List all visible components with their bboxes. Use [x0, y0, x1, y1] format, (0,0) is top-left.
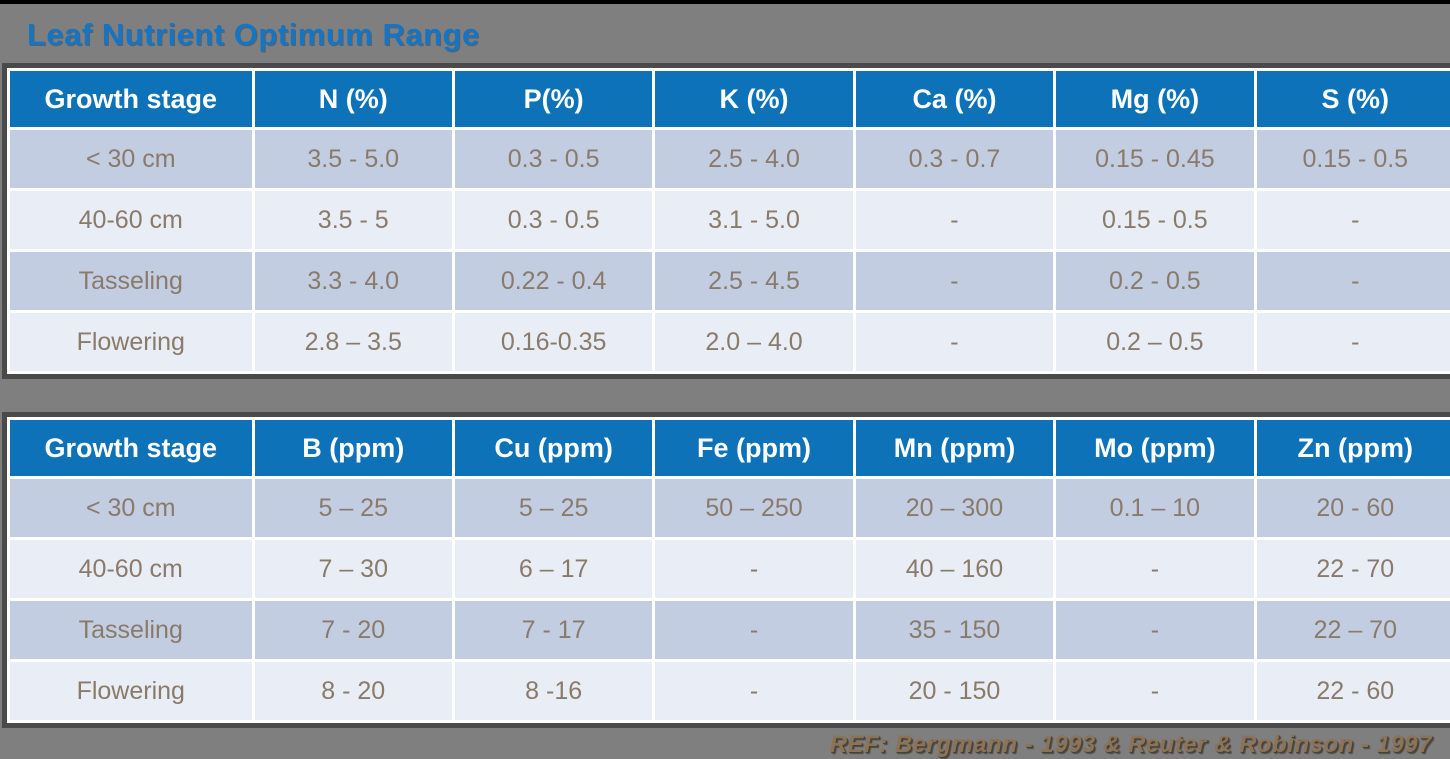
stage-cell: 40-60 cm: [7, 537, 255, 601]
value-cell: -: [652, 659, 856, 723]
value-cell: -: [852, 310, 1057, 374]
value-cell: 3.5 - 5.0: [251, 127, 455, 191]
value-cell: 2.0 – 4.0: [652, 310, 856, 374]
value-cell: 7 – 30: [251, 537, 455, 601]
stage-cell: < 30 cm: [7, 476, 255, 540]
value-cell: 2.5 - 4.5: [652, 249, 856, 313]
value-cell: 50 – 250: [652, 476, 856, 540]
table-row: Tasseling 7 - 20 7 - 17 - 35 - 150 - 22 …: [7, 598, 1450, 662]
value-cell: 2.5 - 4.0: [652, 127, 856, 191]
value-cell: 22 - 70: [1253, 537, 1450, 601]
value-cell: 0.15 - 0.5: [1253, 127, 1450, 191]
value-cell: 5 – 25: [251, 476, 455, 540]
table-row: Flowering 8 - 20 8 -16 - 20 - 150 - 22 -…: [7, 659, 1450, 723]
column-header-cu: Cu (ppm): [451, 417, 656, 479]
stage-cell: Tasseling: [7, 598, 255, 662]
table-row: Flowering 2.8 – 3.5 0.16-0.35 2.0 – 4.0 …: [7, 310, 1450, 374]
value-cell: 20 – 300: [852, 476, 1057, 540]
value-cell: -: [1253, 188, 1450, 252]
column-header-b: B (ppm): [251, 417, 455, 479]
value-cell: 0.2 – 0.5: [1053, 310, 1257, 374]
value-cell: -: [652, 598, 856, 662]
value-cell: 40 – 160: [852, 537, 1057, 601]
column-header-s: S (%): [1253, 68, 1450, 130]
stage-cell: Tasseling: [7, 249, 255, 313]
table-row: < 30 cm 3.5 - 5.0 0.3 - 0.5 2.5 - 4.0 0.…: [7, 127, 1450, 191]
value-cell: 0.3 - 0.7: [852, 127, 1057, 191]
table-row: < 30 cm 5 – 25 5 – 25 50 – 250 20 – 300 …: [7, 476, 1450, 540]
value-cell: 20 - 150: [852, 659, 1057, 723]
value-cell: 0.15 - 0.45: [1053, 127, 1257, 191]
value-cell: 2.8 – 3.5: [251, 310, 455, 374]
column-header-growth-stage: Growth stage: [7, 417, 255, 479]
column-header-k: K (%): [652, 68, 856, 130]
value-cell: -: [1053, 537, 1257, 601]
micro-nutrient-table-section: Growth stage B (ppm) Cu (ppm) Fe (ppm) M…: [2, 412, 1450, 728]
table-row: 40-60 cm 7 – 30 6 – 17 - 40 – 160 - 22 -…: [7, 537, 1450, 601]
value-cell: 6 – 17: [451, 537, 656, 601]
page-title: Leaf Nutrient Optimum Range: [27, 17, 480, 52]
macro-nutrient-table-section: Growth stage N (%) P(%) K (%) Ca (%) Mg …: [2, 63, 1450, 379]
value-cell: 3.1 - 5.0: [652, 188, 856, 252]
reference-citation: REF: Bergmann - 1993 & Reuter & Robinson…: [829, 731, 1432, 758]
stage-cell: Flowering: [7, 310, 255, 374]
value-cell: -: [852, 249, 1057, 313]
value-cell: 7 - 17: [451, 598, 656, 662]
value-cell: -: [852, 188, 1057, 252]
value-cell: 0.15 - 0.5: [1053, 188, 1257, 252]
value-cell: 20 - 60: [1253, 476, 1450, 540]
value-cell: -: [1253, 249, 1450, 313]
column-header-mg: Mg (%): [1053, 68, 1257, 130]
table-row: 40-60 cm 3.5 - 5 0.3 - 0.5 3.1 - 5.0 - 0…: [7, 188, 1450, 252]
value-cell: 22 - 60: [1253, 659, 1450, 723]
table-row: Tasseling 3.3 - 4.0 0.22 - 0.4 2.5 - 4.5…: [7, 249, 1450, 313]
value-cell: 8 - 20: [251, 659, 455, 723]
column-header-zn: Zn (ppm): [1253, 417, 1450, 479]
micro-nutrient-table: Growth stage B (ppm) Cu (ppm) Fe (ppm) M…: [7, 417, 1450, 723]
macro-nutrient-table: Growth stage N (%) P(%) K (%) Ca (%) Mg …: [7, 68, 1450, 374]
column-header-p: P(%): [451, 68, 656, 130]
value-cell: 0.22 - 0.4: [451, 249, 656, 313]
column-header-n: N (%): [251, 68, 455, 130]
value-cell: 0.1 – 10: [1053, 476, 1257, 540]
column-header-ca: Ca (%): [852, 68, 1057, 130]
value-cell: -: [652, 537, 856, 601]
value-cell: 22 – 70: [1253, 598, 1450, 662]
column-header-mo: Mo (ppm): [1053, 417, 1257, 479]
value-cell: 0.2 - 0.5: [1053, 249, 1257, 313]
value-cell: 3.3 - 4.0: [251, 249, 455, 313]
stage-cell: < 30 cm: [7, 127, 255, 191]
value-cell: -: [1053, 598, 1257, 662]
value-cell: 5 – 25: [451, 476, 656, 540]
slide-top-edge: [0, 0, 1450, 4]
stage-cell: Flowering: [7, 659, 255, 723]
value-cell: 35 - 150: [852, 598, 1057, 662]
value-cell: 7 - 20: [251, 598, 455, 662]
value-cell: -: [1253, 310, 1450, 374]
column-header-mn: Mn (ppm): [852, 417, 1057, 479]
value-cell: 0.16-0.35: [451, 310, 656, 374]
value-cell: 3.5 - 5: [251, 188, 455, 252]
column-header-fe: Fe (ppm): [652, 417, 856, 479]
value-cell: 0.3 - 0.5: [451, 188, 656, 252]
header-row: Growth stage N (%) P(%) K (%) Ca (%) Mg …: [7, 68, 1450, 130]
column-header-growth-stage: Growth stage: [7, 68, 255, 130]
value-cell: 0.3 - 0.5: [451, 127, 656, 191]
value-cell: -: [1053, 659, 1257, 723]
stage-cell: 40-60 cm: [7, 188, 255, 252]
header-row: Growth stage B (ppm) Cu (ppm) Fe (ppm) M…: [7, 417, 1450, 479]
value-cell: 8 -16: [451, 659, 656, 723]
